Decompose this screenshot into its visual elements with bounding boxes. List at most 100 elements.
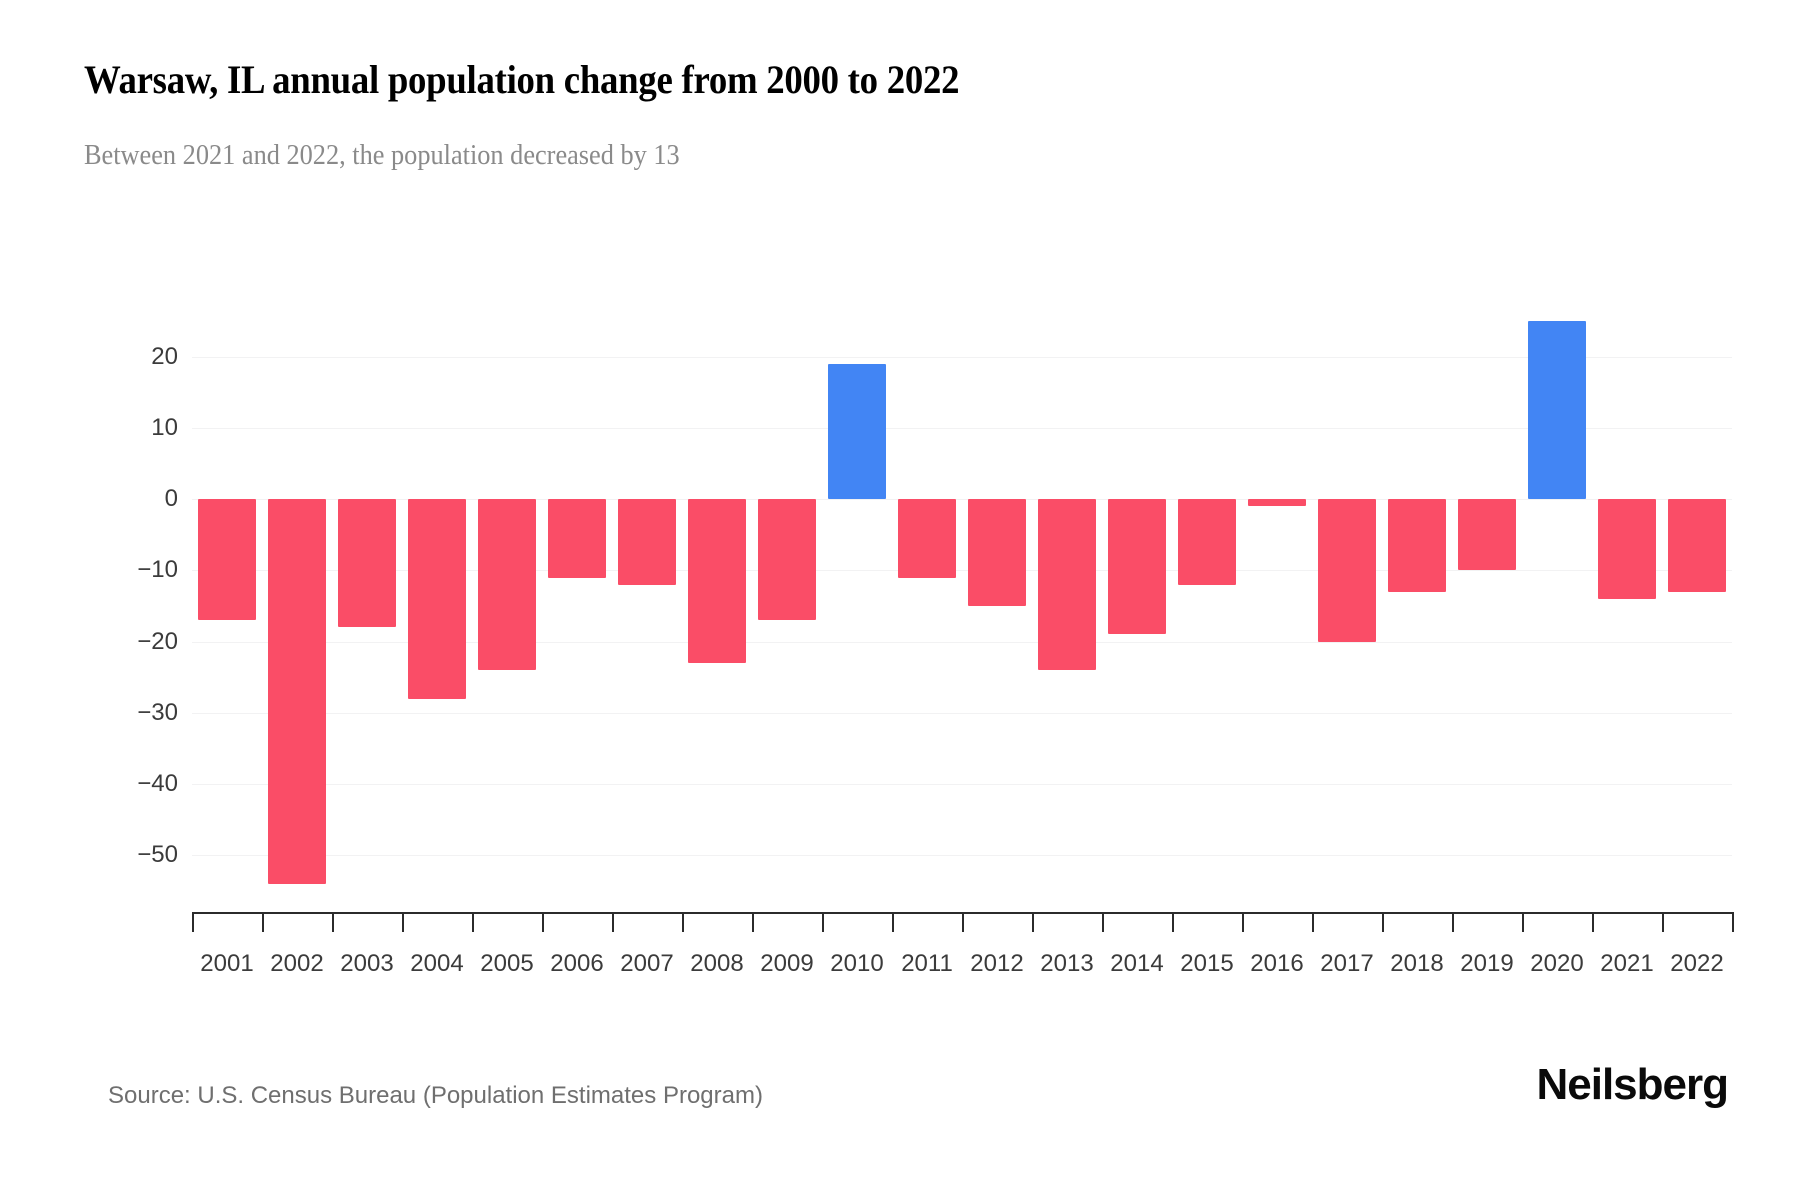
x-axis-tick-mark <box>1732 912 1734 932</box>
x-axis-tick-label: 2014 <box>1110 950 1164 977</box>
bar-slot <box>1172 300 1242 912</box>
x-axis-tick-label: 2010 <box>830 950 884 977</box>
bar-slot <box>612 300 682 912</box>
x-axis-tick-label: 2017 <box>1320 950 1374 977</box>
bar[interactable] <box>687 499 747 663</box>
x-axis-tick-mark <box>1032 912 1034 932</box>
bar-slot <box>192 300 262 912</box>
source-note: Source: U.S. Census Bureau (Population E… <box>108 1082 763 1109</box>
bar-slot <box>472 300 542 912</box>
bar[interactable] <box>1597 499 1657 599</box>
x-axis-tick-mark <box>752 912 754 932</box>
bar-chart <box>192 300 1732 912</box>
y-axis-tick-label: −30 <box>137 698 178 726</box>
bar-slot <box>262 300 332 912</box>
bar[interactable] <box>477 499 537 671</box>
bar[interactable] <box>1667 499 1727 592</box>
bar[interactable] <box>1177 499 1237 585</box>
bar-slot <box>962 300 1032 912</box>
x-axis-tick-label: 2020 <box>1530 950 1584 977</box>
bar-slot <box>542 300 612 912</box>
gridline <box>192 499 1732 501</box>
gridline <box>192 855 1732 857</box>
gridline <box>192 428 1732 430</box>
x-axis-tick-mark <box>472 912 474 932</box>
x-axis-tick-mark <box>1312 912 1314 932</box>
y-axis-tick-label: 20 <box>151 342 178 370</box>
x-axis-tick-mark <box>962 912 964 932</box>
bar-slot <box>1382 300 1452 912</box>
x-axis-tick-mark <box>892 912 894 932</box>
x-axis-tick-mark <box>542 912 544 932</box>
bar[interactable] <box>1317 499 1377 642</box>
bar[interactable] <box>1527 321 1587 500</box>
x-axis-tick-label: 2016 <box>1250 950 1304 977</box>
x-axis-tick-label: 2012 <box>970 950 1024 977</box>
bar[interactable] <box>757 499 817 621</box>
x-axis-tick-mark <box>612 912 614 932</box>
x-axis-tick-mark <box>1382 912 1384 932</box>
y-axis-tick-label: 10 <box>151 414 178 442</box>
bar[interactable] <box>1387 499 1447 592</box>
x-axis-tick-label: 2003 <box>340 950 394 977</box>
x-axis-tick-label: 2008 <box>690 950 744 977</box>
x-axis-tick-label: 2013 <box>1040 950 1094 977</box>
x-axis-tick-mark <box>402 912 404 932</box>
x-axis-tick-label: 2004 <box>410 950 464 977</box>
gridline <box>192 356 1732 358</box>
x-axis-tick-label: 2007 <box>620 950 674 977</box>
bar[interactable] <box>1457 499 1517 571</box>
bar-slot <box>1592 300 1662 912</box>
x-axis-tick-label: 2009 <box>760 950 814 977</box>
bar[interactable] <box>1247 499 1307 507</box>
x-axis-tick-mark <box>192 912 194 932</box>
bar-slot <box>1032 300 1102 912</box>
bar[interactable] <box>1037 499 1097 671</box>
bar[interactable] <box>1107 499 1167 635</box>
bar[interactable] <box>547 499 607 578</box>
bar[interactable] <box>267 499 327 884</box>
x-axis-tick-label: 2002 <box>270 950 324 977</box>
bar[interactable] <box>967 499 1027 606</box>
x-axis-tick-mark <box>1102 912 1104 932</box>
x-axis-tick-label: 2015 <box>1180 950 1234 977</box>
x-axis-tick-mark <box>822 912 824 932</box>
bar[interactable] <box>197 499 257 621</box>
x-axis-tick-mark <box>682 912 684 932</box>
bar-slot <box>752 300 822 912</box>
x-axis-tick-label: 2011 <box>901 950 953 977</box>
y-axis-tick-label: −20 <box>137 627 178 655</box>
x-axis-tick-mark <box>1242 912 1244 932</box>
bar-slot <box>1242 300 1312 912</box>
x-axis-tick-mark <box>332 912 334 932</box>
bar-slot <box>1662 300 1732 912</box>
bar[interactable] <box>617 499 677 585</box>
bar-slot <box>1452 300 1522 912</box>
bar-slot <box>402 300 472 912</box>
bar[interactable] <box>337 499 397 628</box>
x-axis-tick-label: 2022 <box>1670 950 1724 977</box>
bar-slot <box>332 300 402 912</box>
x-axis-tick-label: 2021 <box>1600 950 1654 977</box>
bar[interactable] <box>827 364 887 500</box>
bar-slot <box>892 300 962 912</box>
bar-slot <box>822 300 892 912</box>
bar[interactable] <box>407 499 467 699</box>
bar[interactable] <box>897 499 957 578</box>
x-axis-tick-label: 2001 <box>200 950 254 977</box>
bar-slot <box>1312 300 1382 912</box>
y-axis-tick-label: −40 <box>137 769 178 797</box>
x-axis-tick-label: 2006 <box>550 950 604 977</box>
x-axis-tick-label: 2018 <box>1390 950 1444 977</box>
brand-logo: Neilsberg <box>1536 1060 1729 1109</box>
gridline <box>192 641 1732 643</box>
gridline <box>192 570 1732 572</box>
page-title: Warsaw, IL annual population change from… <box>84 57 960 102</box>
x-axis-tick-label: 2005 <box>480 950 534 977</box>
x-axis-tick-mark <box>1452 912 1454 932</box>
x-axis-tick-mark <box>262 912 264 932</box>
page-subtitle: Between 2021 and 2022, the population de… <box>84 140 680 171</box>
x-axis-tick-label: 2019 <box>1460 950 1514 977</box>
